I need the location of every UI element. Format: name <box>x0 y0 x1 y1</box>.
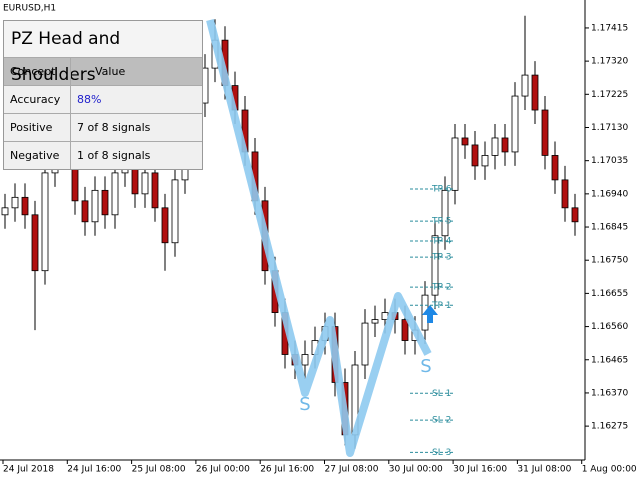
candle-body <box>531 74 539 111</box>
candle-body <box>501 137 509 153</box>
x-tick-label: 24 Jul 2018 <box>3 465 54 475</box>
level-label: TP 4 <box>431 237 452 247</box>
x-tick-label: 30 Jul 16:00 <box>453 465 507 475</box>
candle-body <box>81 200 89 223</box>
pattern-label: S <box>420 356 431 377</box>
level-label: TP 2 <box>431 283 452 293</box>
candle-body <box>471 144 479 167</box>
x-tick-label: 30 Jul 00:00 <box>389 465 443 475</box>
y-tick-label: 1.16275 <box>591 422 628 432</box>
header-cell: Value <box>95 65 126 78</box>
y-tick-label: 1.17225 <box>591 90 628 100</box>
candle-body <box>461 137 469 146</box>
level-label: SL 3 <box>432 448 451 458</box>
level-label: TP 5 <box>431 217 452 227</box>
y-tick-label: 1.16750 <box>591 256 628 266</box>
level-label: SL 1 <box>432 389 451 399</box>
level-label: TP 1 <box>431 301 452 311</box>
y-tick-label: 1.17320 <box>591 57 628 67</box>
y-tick-label: 1.16655 <box>591 289 628 299</box>
candle-body <box>371 319 379 324</box>
candle-body <box>171 179 179 244</box>
info-panel: PZ Head and Shoulders Concept Value Accu… <box>3 20 203 170</box>
candle-body <box>1 207 9 216</box>
candle-body <box>401 319 409 341</box>
panel-row: Accuracy 88% <box>4 85 202 113</box>
candle-body <box>441 189 449 237</box>
y-tick-label: 1.16560 <box>591 322 628 332</box>
candle-body <box>41 172 49 272</box>
candle-body <box>11 196 19 209</box>
cell: 1 of 8 signals <box>77 149 151 162</box>
x-tick-label: 26 Jul 16:00 <box>260 465 314 475</box>
candle-body <box>301 354 309 366</box>
y-tick-label: 1.16465 <box>591 355 628 365</box>
candle-body <box>491 137 499 156</box>
level-label: TP 3 <box>431 253 452 263</box>
y-tick-label: 1.16845 <box>591 223 628 233</box>
level-label: TP 6 <box>431 184 452 194</box>
panel-row: Negative 1 of 8 signals <box>4 141 202 169</box>
pattern-label: S <box>299 394 310 415</box>
pattern-zigzag <box>206 19 432 457</box>
y-tick-label: 1.16940 <box>591 189 628 199</box>
symbol-label: EURUSD,H1 <box>3 4 56 14</box>
panel-title: PZ Head and Shoulders <box>4 21 202 85</box>
x-tick-label: 24 Jul 16:00 <box>67 465 121 475</box>
y-tick-label: 1.16370 <box>591 388 628 398</box>
candle-body <box>571 207 579 223</box>
candle-body <box>521 74 529 97</box>
cell: 88% <box>77 93 102 106</box>
panel-row: Positive 7 of 8 signals <box>4 113 202 141</box>
level-label: SL 2 <box>432 416 451 426</box>
cell: Positive <box>4 114 71 141</box>
candle-body <box>101 189 109 216</box>
candle-body <box>481 155 489 167</box>
candle-body <box>551 155 559 181</box>
y-tick-label: 1.17130 <box>591 123 628 133</box>
header-cell: Concept <box>4 58 71 85</box>
candle-body <box>361 322 369 366</box>
candle-body <box>141 172 149 195</box>
candle-body <box>561 179 569 209</box>
candle-body <box>31 214 39 272</box>
y-tick-label: 1.17035 <box>591 156 628 166</box>
y-tick-label: 1.17415 <box>591 23 628 33</box>
cell: Accuracy <box>4 86 71 113</box>
x-tick-label: 27 Jul 08:00 <box>325 465 379 475</box>
panel-header: Concept Value <box>4 57 202 85</box>
cell: Negative <box>4 142 71 169</box>
x-tick-label: 26 Jul 00:00 <box>196 465 250 475</box>
x-tick-label: 31 Jul 08:00 <box>517 465 571 475</box>
candle-body <box>451 137 459 191</box>
candle-body <box>541 109 549 156</box>
candle-body <box>21 196 29 216</box>
buy-arrow <box>422 305 438 323</box>
x-tick-label: 25 Jul 08:00 <box>132 465 186 475</box>
cell: 7 of 8 signals <box>77 121 151 134</box>
candle-body <box>511 95 519 153</box>
x-tick-label: 1 Aug 00:00 <box>582 465 637 475</box>
candle-body <box>151 172 159 209</box>
candle-body <box>431 235 439 296</box>
candle-body <box>161 207 169 244</box>
candle-body <box>91 189 99 223</box>
candle-body <box>111 172 119 216</box>
